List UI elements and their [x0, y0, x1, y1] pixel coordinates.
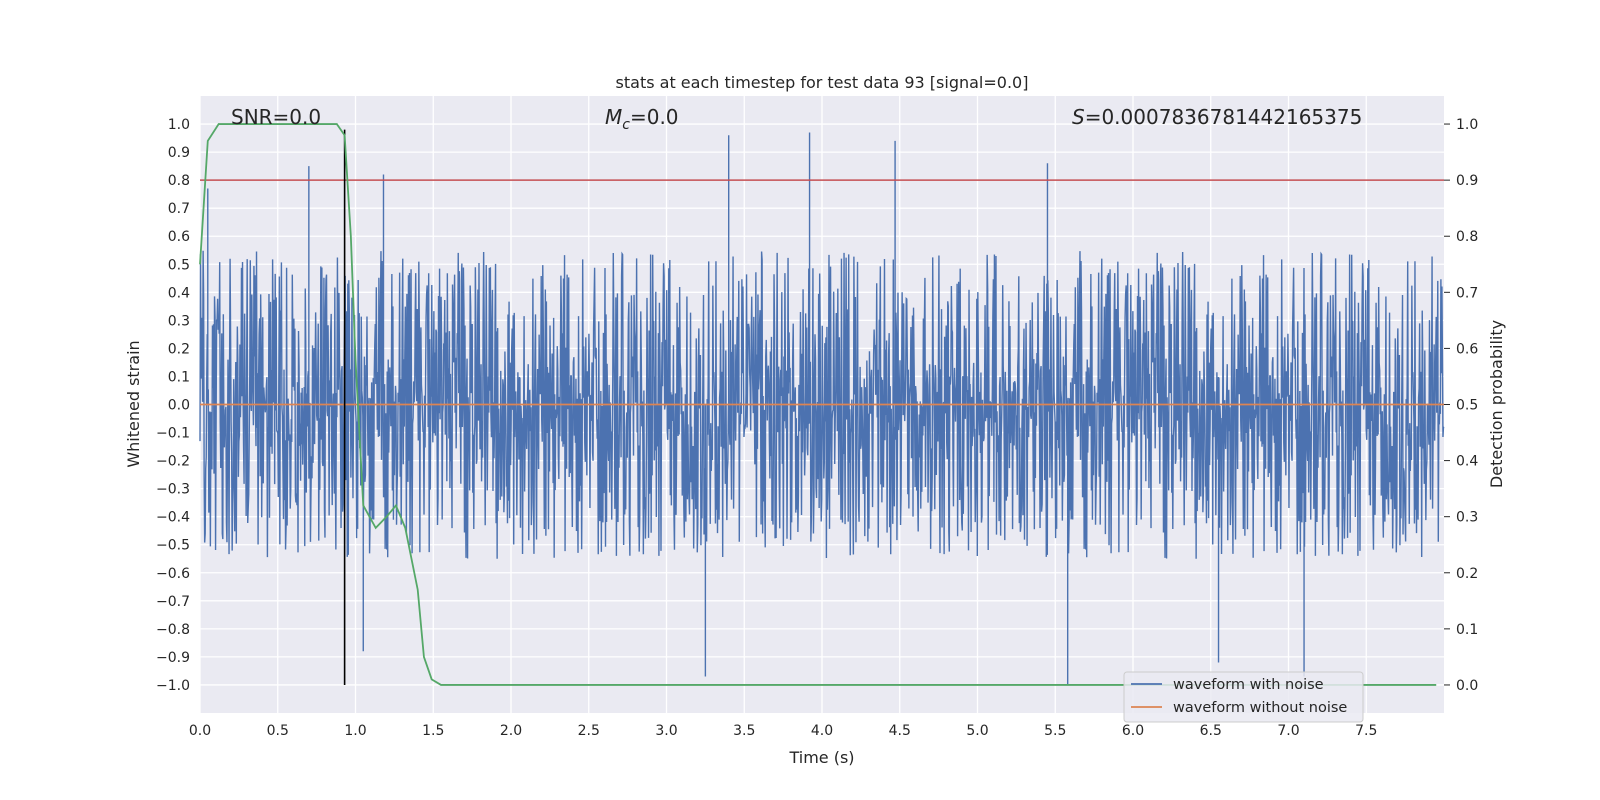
y-tick-label: −0.6 [156, 566, 190, 582]
legend: waveform with noise waveform without noi… [1123, 671, 1364, 723]
y-tick-label: 1.0 [168, 117, 190, 133]
x-tick-label: 3.0 [655, 723, 677, 739]
x-tick-label: 4.5 [889, 723, 911, 739]
y-tick-label: −1.0 [156, 678, 190, 694]
s-annotation: S=0.0007836781442165375 [1072, 105, 1362, 129]
legend-label-noise: waveform with noise [1173, 677, 1324, 693]
detection-probability-line [199, 123, 1437, 686]
y-tick-label: 0.5 [168, 257, 190, 273]
y-tick-label: 0.8 [168, 173, 190, 189]
y-tick-label: 0.7 [168, 201, 190, 217]
y2-tick-label: 0.0 [1456, 678, 1478, 694]
y2-tick-label: 0.5 [1456, 398, 1478, 414]
y-tick-label: −0.9 [156, 650, 190, 666]
y-tick-label: −0.5 [156, 538, 190, 554]
mc-symbol: M [605, 105, 622, 129]
x-tick-label: 5.5 [1044, 723, 1066, 739]
x-tick-label: 2.5 [578, 723, 600, 739]
x-tick-label: 6.5 [1200, 723, 1222, 739]
lines-layer [199, 123, 1444, 686]
mc-subscript: c [622, 117, 630, 133]
x-tick-label: 1.5 [422, 723, 444, 739]
x-tick-label: 2.0 [500, 723, 522, 739]
y-tick-label: −0.7 [156, 594, 190, 610]
x-tick-label: 7.5 [1355, 723, 1377, 739]
y-tick-label: 0.9 [168, 145, 190, 161]
snr-annotation: SNR=0.0 [231, 105, 321, 129]
y2-tick-label: 0.9 [1456, 173, 1478, 189]
y-tick-label: 0.1 [168, 369, 190, 385]
x-tick-label: 3.5 [733, 723, 755, 739]
x-tick-label: 1.0 [344, 723, 366, 739]
x-tick-label: 0.0 [189, 723, 211, 739]
y2-tick-label: 0.4 [1456, 454, 1478, 470]
chart-title: stats at each timestep for test data 93 … [616, 73, 1029, 92]
y-tick-label: 0.4 [168, 285, 190, 301]
y2-tick-label: 0.1 [1456, 622, 1478, 638]
y-tick-label: 0.2 [168, 341, 190, 357]
waveform-with-noise-series [199, 132, 1445, 685]
y-tick-label: −0.8 [156, 622, 190, 638]
y2-tick-label: 0.3 [1456, 510, 1478, 526]
y-tick-label: 0.0 [168, 398, 190, 414]
ticks-layer: 0.0 0.5 1.0 1.5 2.0 2.5 3.0 3.5 4.0 4.5 5.0 5.5 6.0 6… [156, 117, 1478, 739]
x-axis-label: Time (s) [788, 748, 854, 767]
mc-annotation: Mc=0.0 [605, 105, 679, 133]
y-tick-label: −0.4 [156, 510, 190, 526]
y2-axis-label: Detection probability [1487, 320, 1506, 488]
x-tick-label: 6.0 [1122, 723, 1144, 739]
y2-tick-label: 0.8 [1456, 229, 1478, 245]
x-tick-label: 7.0 [1277, 723, 1299, 739]
x-tick-label: 5.0 [966, 723, 988, 739]
legend-label-clean: waveform without noise [1173, 700, 1347, 716]
x-tick-label: 4.0 [811, 723, 833, 739]
mc-value: =0.0 [630, 105, 679, 129]
y-axis-label: Whitened strain [124, 340, 143, 467]
s-symbol: S [1072, 105, 1085, 129]
y2-tick-label: 0.7 [1456, 285, 1478, 301]
x-tick-label: 0.5 [267, 723, 289, 739]
waveform-with-noise-line [199, 132, 1445, 685]
s-value: =0.0007836781442165375 [1085, 105, 1363, 129]
y2-tick-label: 1.0 [1456, 117, 1478, 133]
y-tick-label: 0.6 [168, 229, 190, 245]
legend-box [1123, 671, 1364, 723]
y-tick-label: −0.1 [156, 426, 190, 442]
y-tick-label: −0.3 [156, 482, 190, 498]
y-tick-label: −0.2 [156, 454, 190, 470]
y-tick-label: 0.3 [168, 313, 190, 329]
y2-tick-label: 0.6 [1456, 341, 1478, 357]
y2-tick-label: 0.2 [1456, 566, 1478, 582]
